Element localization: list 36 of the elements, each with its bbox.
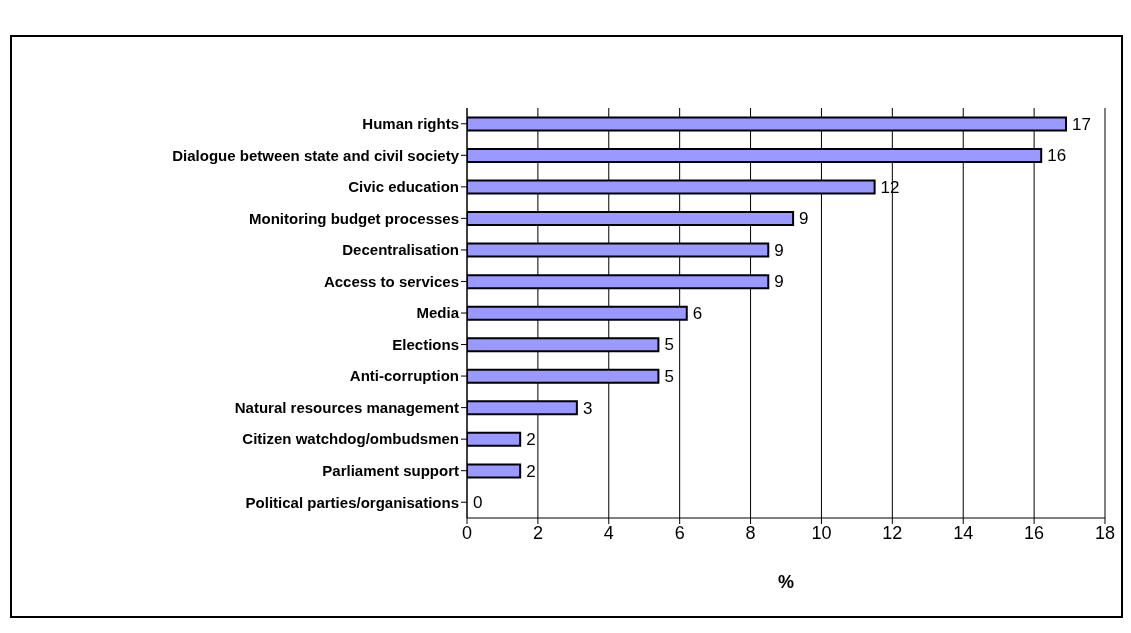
y-tick-label: Media	[416, 304, 460, 322]
y-tick-label: Access to services	[323, 272, 459, 290]
y-tick-label: Elections	[392, 335, 459, 353]
y-tick-label: Parliament support	[322, 462, 459, 480]
x-tick-label: 14	[953, 522, 974, 543]
data-label: 9	[774, 240, 784, 260]
x-tick-label: 0	[461, 522, 473, 543]
data-label: 0	[473, 493, 483, 513]
data-label: 9	[799, 209, 809, 229]
y-tick-label: Political parties/organisations	[245, 493, 459, 511]
y-tick-label: Civic education	[348, 178, 459, 196]
x-tick-label: 6	[674, 522, 685, 543]
x-tick-label: 8	[745, 522, 756, 543]
y-tick-label: Natural resources management	[234, 398, 459, 416]
x-tick-label: 4	[603, 522, 614, 543]
data-label: 5	[664, 367, 674, 387]
y-tick-label: Monitoring budget processes	[248, 209, 459, 227]
x-tick-label: 12	[882, 522, 903, 543]
data-label: 5	[664, 335, 674, 355]
y-tick-label: Anti-corruption	[349, 367, 459, 385]
y-tick-label: Human rights	[362, 115, 459, 133]
data-label: 2	[526, 430, 536, 450]
x-tick-label: 2	[532, 522, 543, 543]
data-label: 3	[582, 398, 593, 418]
x-tick-label: 10	[811, 522, 832, 543]
data-label: 16	[1047, 146, 1067, 166]
x-tick-label: 16	[1024, 522, 1045, 543]
y-tick-label: Decentralisation	[342, 241, 459, 259]
y-tick-label: Dialogue between state and civil society	[172, 146, 460, 164]
data-label: 2	[526, 461, 536, 481]
x-axis-title: %	[777, 572, 795, 592]
data-label: 17	[1072, 114, 1091, 134]
y-tick-label: Citizen watchdog/ombudsmen	[242, 430, 459, 448]
data-label: 6	[692, 303, 703, 323]
data-label: 9	[774, 272, 784, 292]
x-tick-label: 18	[1094, 522, 1116, 543]
